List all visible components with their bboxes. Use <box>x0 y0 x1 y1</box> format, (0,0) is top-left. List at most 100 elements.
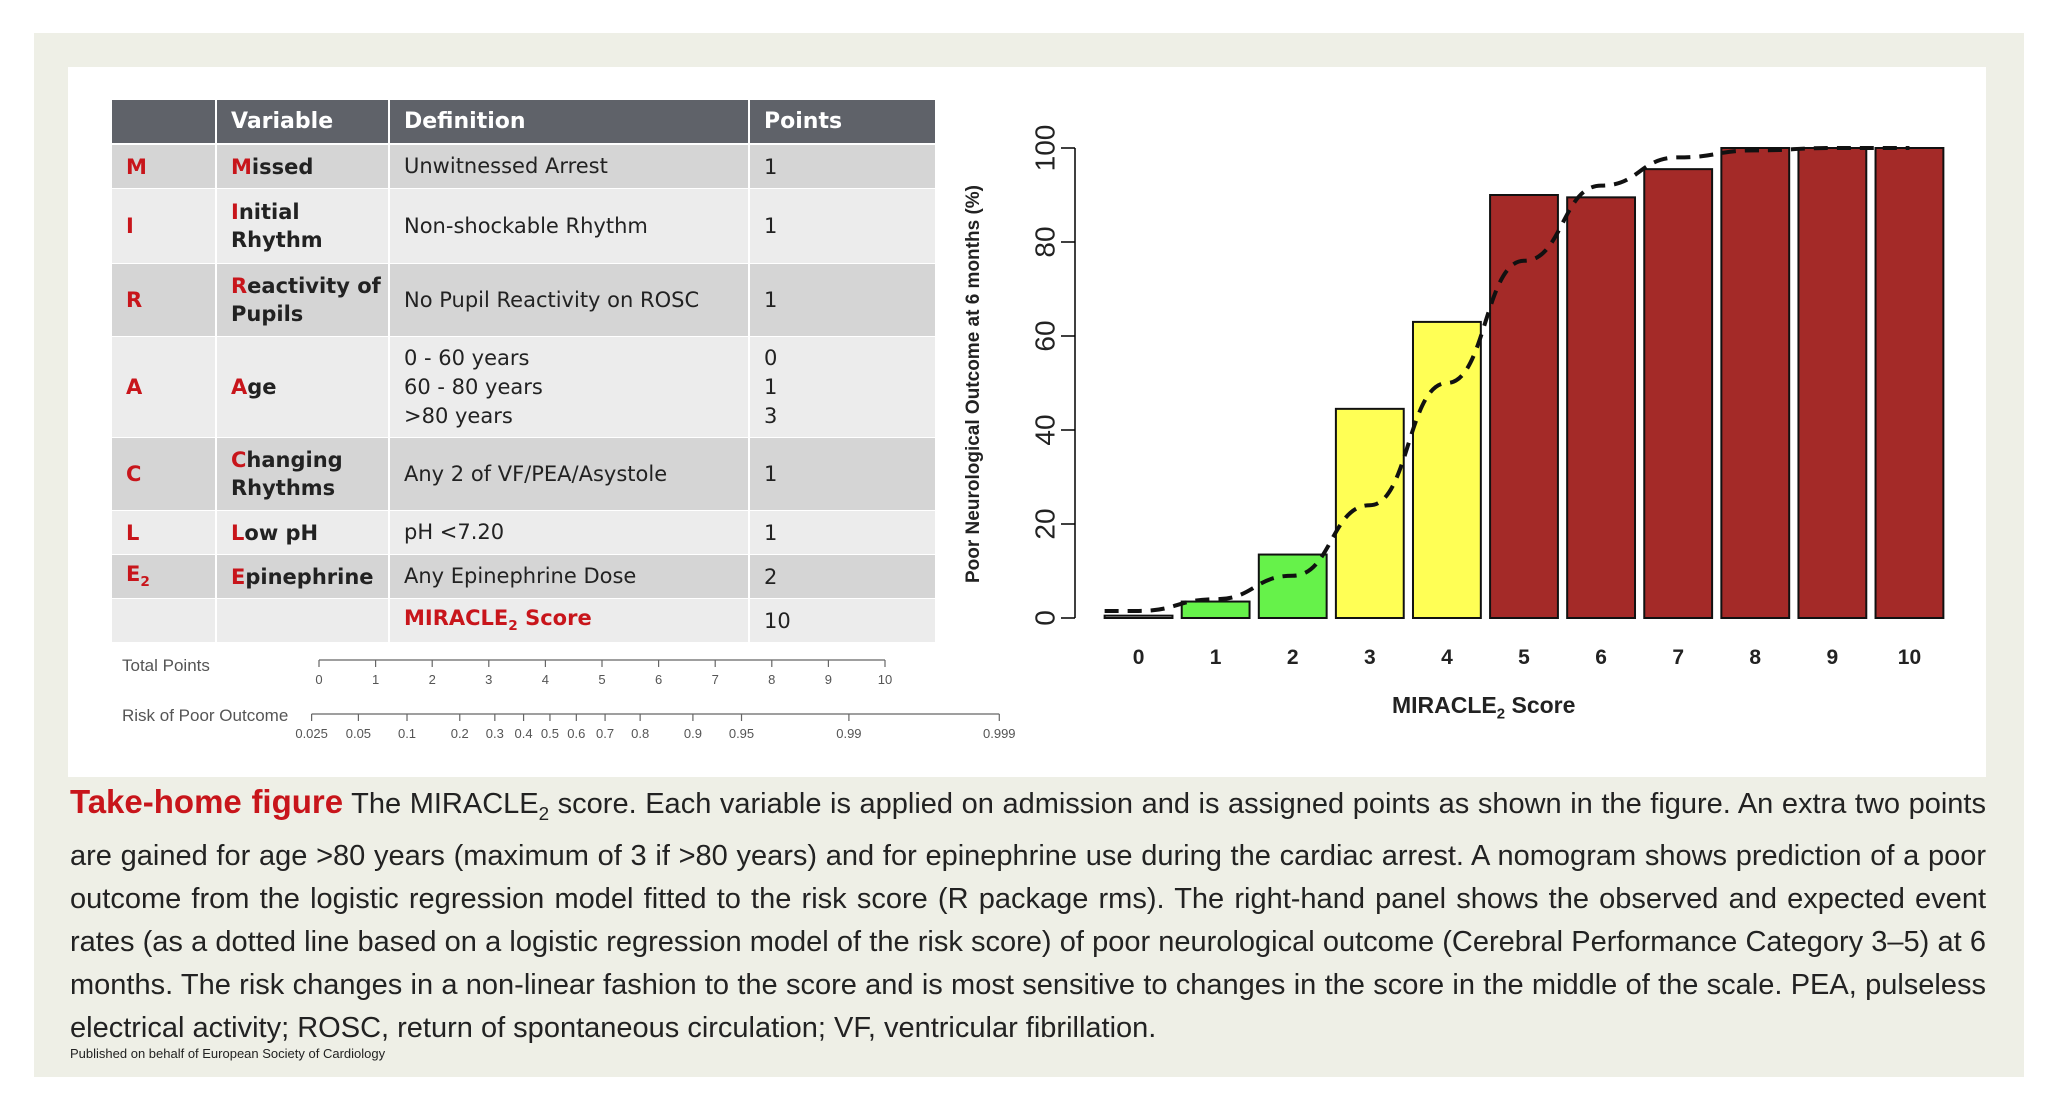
table-row: I Initial Rhythm Non-shockable Rhythm 1 <box>112 189 935 263</box>
chart-bar <box>1720 147 1791 619</box>
nomogram-total-points-tick-label: 3 <box>485 672 493 687</box>
row-letter: C <box>126 462 142 486</box>
nomogram-risk-tick-label: 0.2 <box>450 726 469 741</box>
chart-bar <box>1874 147 1945 619</box>
row-points: 1 <box>764 462 778 486</box>
row-definition: No Pupil Reactivity on ROSC <box>404 287 700 312</box>
nomogram-total-points-tick-label: 8 <box>768 672 776 687</box>
chart-bar <box>1180 600 1251 619</box>
row-definition: Unwitnessed Arrest <box>404 154 608 178</box>
table-row: A Age 0 - 60 years 60 - 80 years >80 years… <box>112 337 935 437</box>
caption-title: Take-home figure <box>70 783 344 820</box>
nomogram-total-points-tick-label: 5 <box>598 672 606 687</box>
row-letter: E2 <box>126 562 150 591</box>
chart-x-tick-label: 10 <box>1898 646 1921 669</box>
row-variable: Changing Rhythms <box>231 448 343 500</box>
nomogram-total-points-tick-label: 2 <box>428 672 436 687</box>
row-points: 1 <box>764 288 778 312</box>
row-variable: Low pH <box>231 520 319 545</box>
nomogram-risk-tick-label: 0.99 <box>836 726 862 741</box>
chart-x-tick-label: 4 <box>1441 646 1453 669</box>
header-letter <box>112 100 217 143</box>
table-row: L Low pH pH <7.20 1 <box>112 511 935 554</box>
total-score-label: MIRACLE2 Score <box>404 606 592 635</box>
row-definition: Any Epinephrine Dose <box>404 564 637 588</box>
row-points: 1 <box>764 520 778 545</box>
chart-y-tick-label: 80 <box>1029 226 1060 257</box>
figure-caption: Take-home figure The MIRACLE2 score. Eac… <box>70 783 1986 1044</box>
nomogram-risk-tick-label: 0.4 <box>514 726 533 741</box>
nomogram-risk-tick-label: 0.025 <box>295 726 328 741</box>
chart-expected-curve <box>1104 146 1910 613</box>
chart-x-tick-label: 7 <box>1672 646 1684 669</box>
chart-bar <box>1103 614 1174 620</box>
nomogram-risk-tick-label: 0.9 <box>683 726 702 741</box>
nomogram-total-points-tick-label: 9 <box>824 672 833 687</box>
row-variable: Reactivity of Pupils <box>231 274 381 326</box>
chart-x-tick-label: 9 <box>1827 646 1839 669</box>
nomogram-total-points-tick-label: 6 <box>654 672 663 687</box>
table-row: M Missed Unwitnessed Arrest 1 <box>112 145 935 188</box>
chart-bar <box>1797 147 1868 619</box>
row-letter: L <box>126 520 140 545</box>
nomogram-total-points-tick-label: 0 <box>315 672 323 687</box>
chart-bar <box>1566 196 1637 619</box>
chart-bar <box>1411 320 1482 619</box>
row-letter: I <box>126 214 134 238</box>
nomogram-risk-label: Risk of Poor Outcome <box>122 706 289 725</box>
row-definition: 0 - 60 years 60 - 80 years >80 years <box>404 345 543 428</box>
publisher-note: Published on behalf of European Society … <box>70 1046 386 1061</box>
nomogram-total-points-tick-label: 1 <box>371 672 380 687</box>
chart-x-tick-label: 8 <box>1749 646 1761 669</box>
row-letter: M <box>126 154 147 179</box>
nomogram-risk-tick-label: 0.6 <box>567 726 586 741</box>
nomogram-risk-tick-label: 0.5 <box>540 726 559 741</box>
header-definition: Definition <box>390 100 750 143</box>
nomogram-risk-tick-label: 0.999 <box>983 726 1016 741</box>
chart-y-tick-label: 100 <box>1029 125 1060 172</box>
chart-y-axis-label: Poor Neurological Outcome at 6 months (%… <box>963 185 984 583</box>
chart-y-tick-label: 0 <box>1029 610 1060 626</box>
nomogram-risk-tick-label: 0.1 <box>397 726 417 741</box>
outcome-bar-chart: 0 20 40 60 80 100 0 1 2 3 4 5 6 7 8 9 10 <box>1029 125 1945 669</box>
chart-bar <box>1489 194 1559 619</box>
chart-bar <box>1257 553 1328 619</box>
chart-y-tick-label: 20 <box>1029 508 1060 539</box>
nomogram-risk-tick-label: 0.7 <box>596 726 615 741</box>
header-points: Points <box>750 100 935 143</box>
row-variable: Age <box>231 375 277 399</box>
chart-x-tick-label: 0 <box>1133 646 1145 669</box>
table-header-row: Variable Definition Points <box>112 100 935 143</box>
row-definition: pH <7.20 <box>404 520 505 544</box>
row-letter: A <box>126 375 143 399</box>
chart-x-tick-label: 2 <box>1287 646 1299 669</box>
table-row: E2 Epinephrine Any Epinephrine Dose 2 <box>112 555 935 598</box>
table-row: R Reactivity of Pupils No Pupil Reactivit… <box>112 264 935 336</box>
nomogram-total-points-label: Total Points <box>122 656 210 675</box>
chart-y-tick-label: 60 <box>1029 320 1060 351</box>
row-definition: Non-shockable Rhythm <box>404 213 648 238</box>
row-points: 1 <box>764 214 778 238</box>
chart-x-tick-label: 1 <box>1210 646 1222 669</box>
row-definition: Any 2 of VF/PEA/Asystole <box>404 461 668 486</box>
row-points: 2 <box>764 564 778 589</box>
nomogram-risk-tick-label: 0.3 <box>485 726 504 741</box>
row-variable: Missed <box>231 154 314 179</box>
table-total-row: MIRACLE2 Score 10 <box>112 599 935 642</box>
nomogram-risk-tick-label: 0.8 <box>631 726 650 741</box>
nomogram-total-points-tick-label: 7 <box>711 672 719 687</box>
header-variable: Variable <box>217 100 390 143</box>
chart-x-tick-label: 6 <box>1595 646 1607 669</box>
nomogram-total-points-tick-label: 4 <box>541 672 550 687</box>
row-points: 1 <box>764 154 778 179</box>
nomogram-total-points-tick-label: 10 <box>877 672 893 687</box>
row-letter: R <box>126 288 143 312</box>
row-variable: Initial Rhythm <box>231 200 323 252</box>
row-variable: Epinephrine <box>231 564 374 589</box>
chart-bar <box>1334 407 1405 619</box>
chart-x-tick-label: 5 <box>1518 646 1530 669</box>
nomogram-risk-tick-label: 0.05 <box>345 726 372 741</box>
total-points: 10 <box>764 608 791 633</box>
chart-bar <box>1643 168 1714 620</box>
